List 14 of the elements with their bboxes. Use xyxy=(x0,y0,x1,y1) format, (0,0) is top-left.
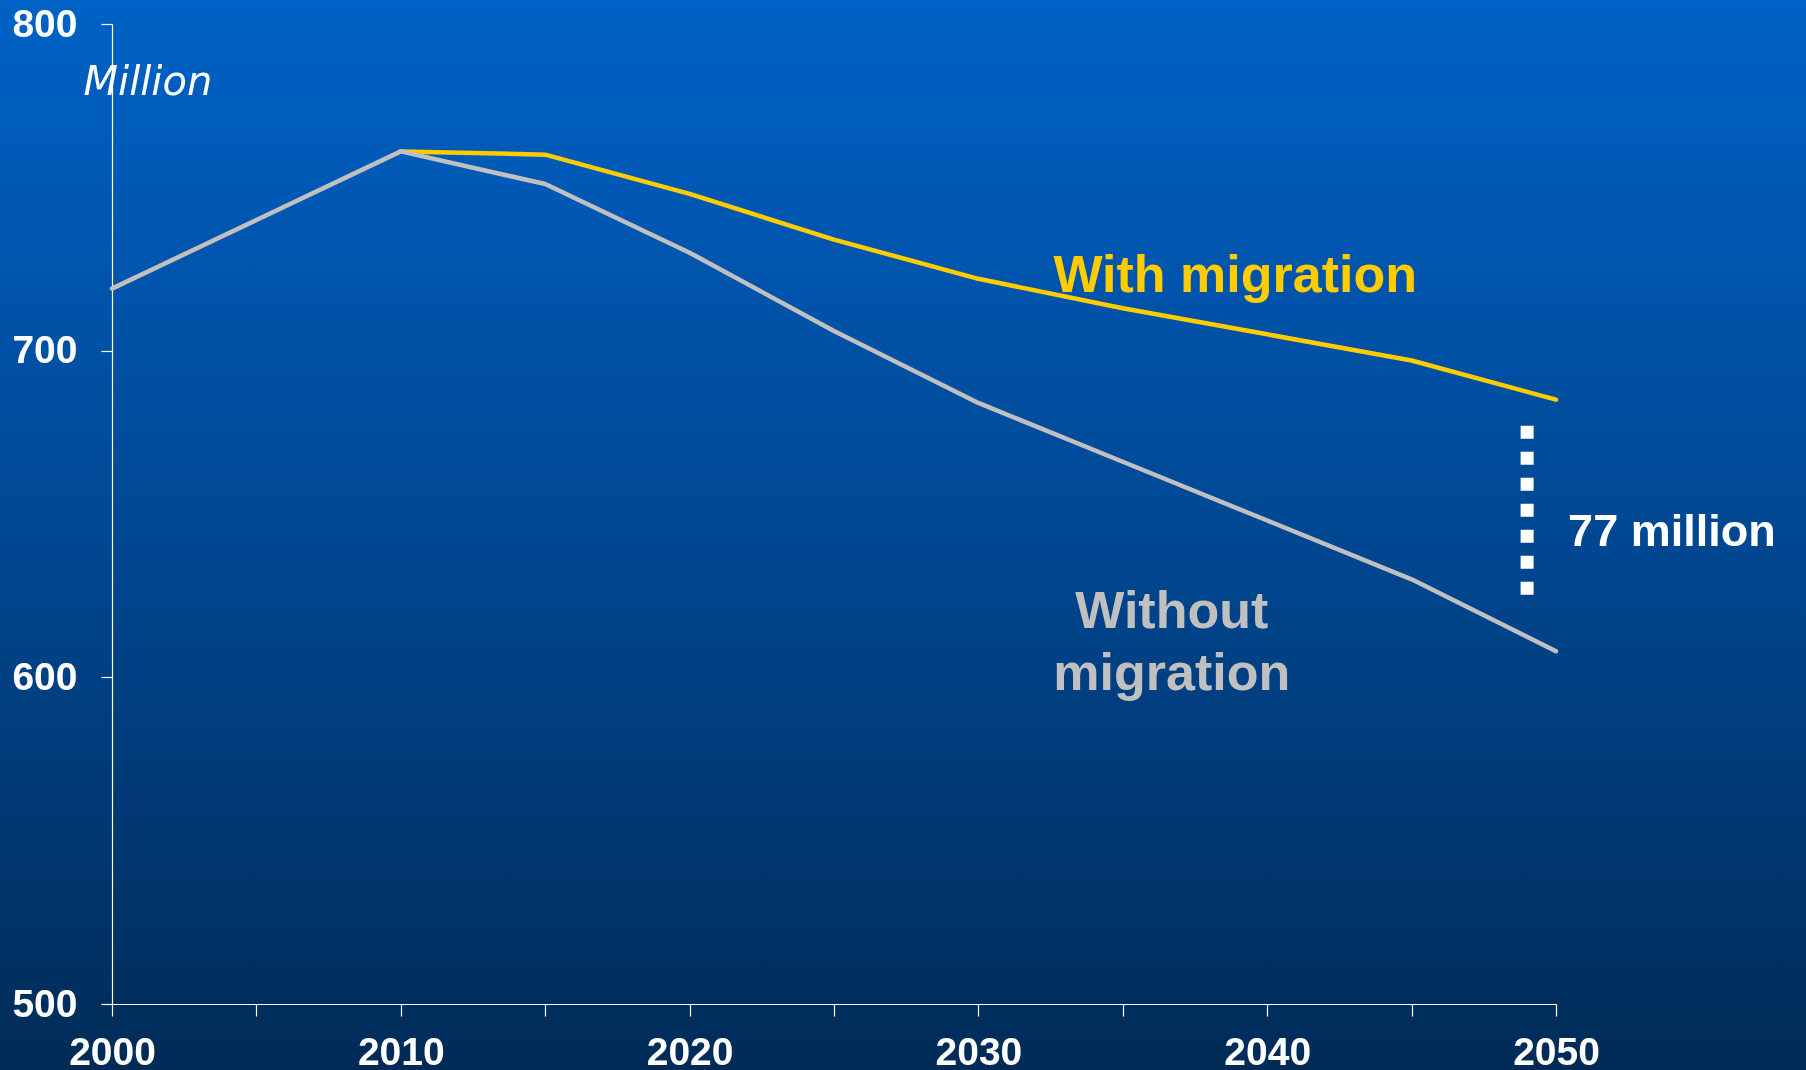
text: 77 million xyxy=(1568,504,1776,556)
line-series xyxy=(109,149,1559,654)
x-tick-label: 2020 xyxy=(646,1029,734,1070)
x-tick-label: 2050 xyxy=(1513,1029,1600,1070)
x-tick-label: 2030 xyxy=(935,1029,1023,1070)
y-tick-label: 700 xyxy=(12,328,78,372)
x-tick-label: 2040 xyxy=(1224,1029,1312,1070)
y-tick-label: 800 xyxy=(12,1,78,45)
series-label: With migration xyxy=(1053,245,1417,304)
y-tick-label: 500 xyxy=(12,981,78,1025)
y-tick-label: 600 xyxy=(12,654,78,698)
series-label: Without migration xyxy=(1053,580,1291,701)
x-tick-label: 2000 xyxy=(69,1029,156,1070)
x-tick-label: 2010 xyxy=(357,1029,445,1070)
